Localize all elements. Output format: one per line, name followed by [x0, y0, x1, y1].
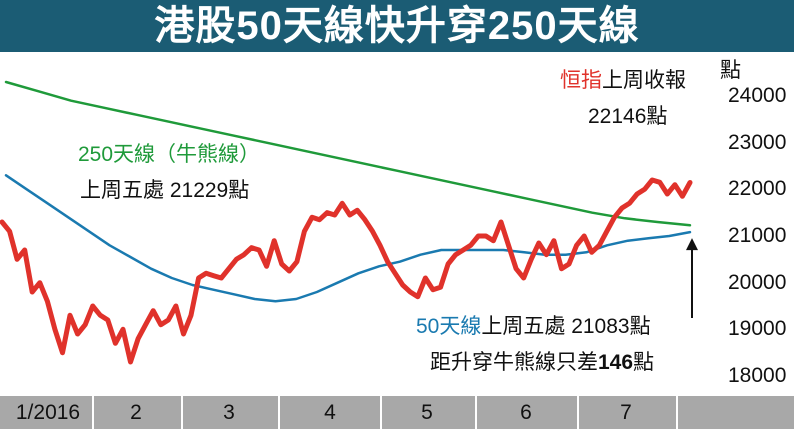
ma250-name: 250天線（牛熊線）	[78, 143, 261, 166]
x-tick-label: 1/2016	[15, 401, 81, 424]
title-bar: 港股50天線快升穿250天線	[0, 0, 794, 52]
y-tick-label: 18000	[728, 364, 787, 387]
series-line-hsi	[0, 177, 693, 365]
y-tick-label: 21000	[728, 224, 787, 247]
x-axis-separator	[475, 396, 477, 429]
ma50-series-name: 50天線	[416, 315, 482, 338]
x-axis-separator	[181, 396, 183, 429]
x-axis-separator	[92, 396, 94, 429]
series-line-ma250	[4, 80, 692, 227]
y-tick-label: 19000	[728, 317, 787, 341]
ma250-value: 上周五處 21229點	[80, 179, 250, 202]
gap-suffix: 點	[633, 351, 655, 374]
x-tick-label: 7	[620, 401, 632, 424]
gap-annotation: 距升穿牛熊線只差146點	[430, 352, 654, 373]
gap-value: 146	[598, 351, 634, 374]
y-tick-label: 20000	[728, 270, 787, 294]
y-tick-label: 24000	[728, 84, 787, 107]
x-axis-separator	[380, 396, 382, 429]
x-tick-label: 3	[223, 401, 235, 424]
y-unit-label: 點	[720, 59, 741, 82]
y-tick-label: 23000	[728, 130, 787, 154]
pointer-arrow-head	[686, 238, 698, 251]
hsi-annotation: 恒指上周收報	[560, 70, 686, 91]
ma50-annotation: 50天線上周五處 21083點	[416, 316, 651, 337]
x-axis-band	[0, 396, 794, 429]
chart-title: 港股50天線快升穿250天線	[154, 4, 640, 48]
hsi-series-name: 恒指	[560, 69, 602, 92]
x-tick-label: 6	[520, 401, 532, 424]
x-axis-separator	[676, 396, 678, 429]
x-tick-label: 4	[324, 401, 336, 424]
series-line-ma50	[4, 174, 692, 303]
x-axis-separator	[278, 396, 280, 429]
ma50-value: 上周五處 21083點	[481, 315, 651, 338]
gap-prefix: 距升穿牛熊線只差	[430, 351, 598, 374]
y-tick-label: 22000	[728, 177, 787, 201]
x-tick-label: 5	[421, 401, 433, 424]
x-tick-label: 2	[130, 401, 142, 424]
hsi-value: 22146點	[588, 105, 668, 128]
x-axis-separator	[577, 396, 579, 429]
hsi-suffix: 上周收報	[602, 69, 686, 92]
